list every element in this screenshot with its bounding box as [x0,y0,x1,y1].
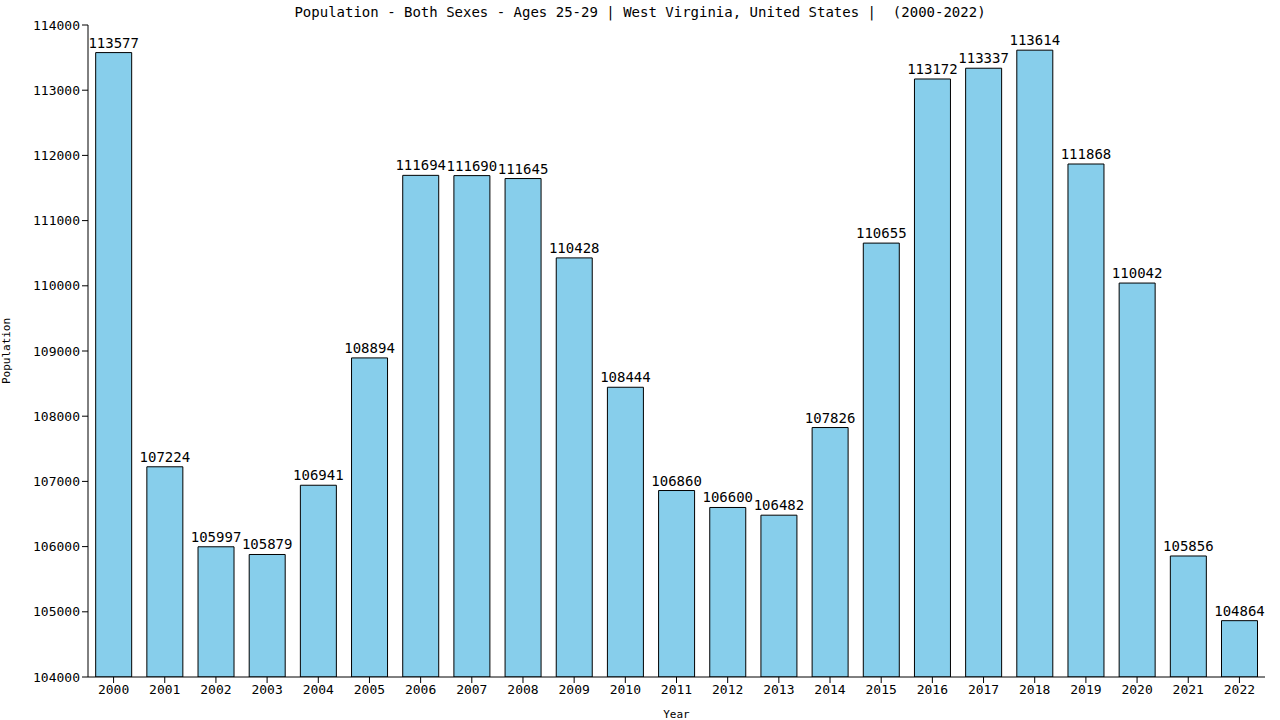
svg-text:105879: 105879 [242,536,293,552]
svg-text:2015: 2015 [866,682,897,697]
html-text:Population - Both Sexes - Ages: Population - Both Sexes - Ages 25-29 | W… [294,4,986,20]
svg-text:2003: 2003 [251,682,282,697]
svg-text:111645: 111645 [498,161,549,177]
svg-text:2002: 2002 [200,682,231,697]
svg-text:107000: 107000 [33,474,80,489]
svg-text:2019: 2019 [1070,682,1101,697]
svg-text:113000: 113000 [33,83,80,98]
svg-text:113172: 113172 [907,61,958,77]
svg-text:108000: 108000 [33,409,80,424]
svg-text:108894: 108894 [344,340,395,356]
svg-text:113337: 113337 [958,50,1009,66]
svg-text:106941: 106941 [293,467,344,483]
svg-text:2013: 2013 [763,682,794,697]
svg-text:2004: 2004 [303,682,334,697]
svg-text:113614: 113614 [1010,32,1061,48]
svg-text:2011: 2011 [661,682,692,697]
svg-text:110000: 110000 [33,278,80,293]
svg-text:111690: 111690 [447,158,498,174]
svg-text:2000: 2000 [98,682,129,697]
svg-text:110655: 110655 [856,225,907,241]
svg-text:105856: 105856 [1163,538,1214,554]
svg-text:2001: 2001 [149,682,180,697]
svg-text:104000: 104000 [33,670,80,685]
svg-text:2022: 2022 [1224,682,1255,697]
svg-text:2008: 2008 [507,682,538,697]
svg-text:2021: 2021 [1173,682,1204,697]
svg-text:111694: 111694 [395,157,446,173]
svg-text:110042: 110042 [1112,265,1163,281]
svg-text:2006: 2006 [405,682,436,697]
svg-text:104864: 104864 [1214,603,1265,619]
svg-text:106482: 106482 [754,497,805,513]
svg-text:107224: 107224 [140,449,191,465]
svg-text:2014: 2014 [814,682,845,697]
svg-text:Population: Population [8,318,13,384]
svg-text:2020: 2020 [1121,682,1152,697]
svg-text:113577: 113577 [88,35,139,51]
svg-text:2007: 2007 [456,682,487,697]
svg-text:2010: 2010 [610,682,641,697]
svg-text:111868: 111868 [1061,146,1112,162]
svg-text:2005: 2005 [354,682,385,697]
svg-text:2012: 2012 [712,682,743,697]
svg-text:106600: 106600 [702,489,753,505]
svg-text:2017: 2017 [968,682,999,697]
svg-text:108444: 108444 [600,369,651,385]
svg-text:114000: 114000 [33,18,80,33]
svg-text:107826: 107826 [805,410,856,426]
svg-text:2016: 2016 [917,682,948,697]
svg-text:Year: Year [663,708,690,720]
svg-text:106860: 106860 [651,473,702,489]
svg-text:2018: 2018 [1019,682,1050,697]
svg-text:105000: 105000 [33,604,80,619]
svg-text:106000: 106000 [33,539,80,554]
svg-text:105997: 105997 [191,529,242,545]
svg-text:110428: 110428 [549,240,600,256]
svg-text:2009: 2009 [558,682,589,697]
svg-text:109000: 109000 [33,344,80,359]
svg-text:112000: 112000 [33,148,80,163]
svg-text:111000: 111000 [33,213,80,228]
